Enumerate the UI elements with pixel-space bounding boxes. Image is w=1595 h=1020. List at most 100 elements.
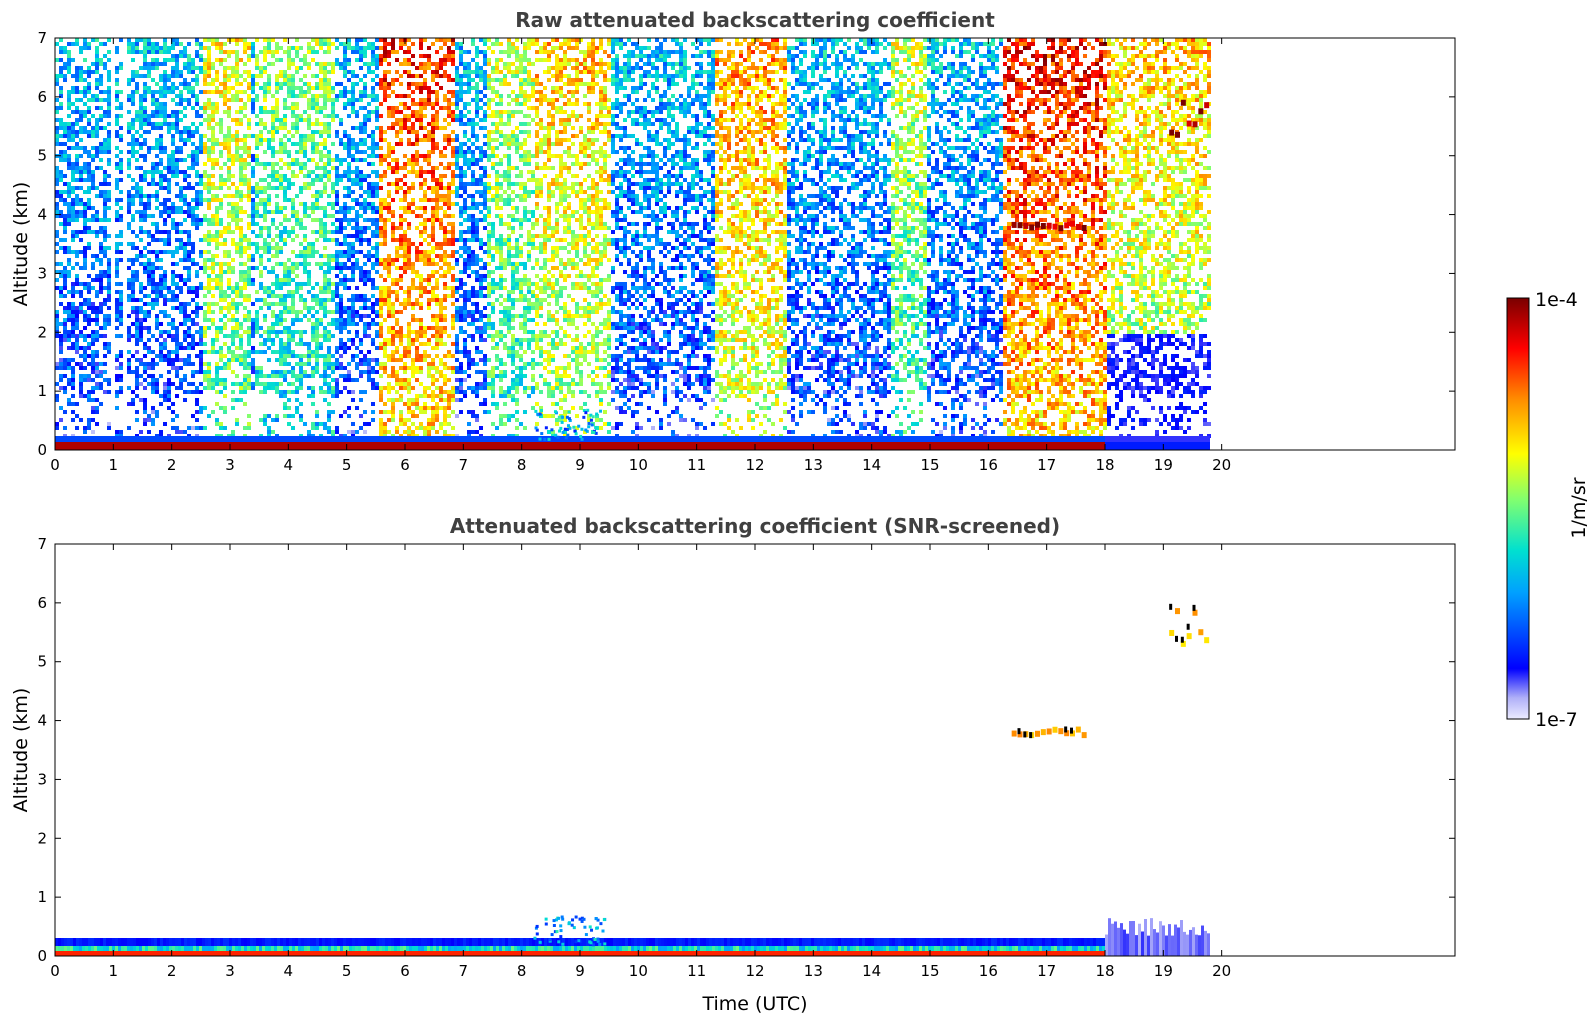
heatmap-cell (335, 350, 339, 354)
heatmap-cell (367, 154, 371, 158)
heatmap-cell (83, 178, 87, 182)
heatmap-cell (167, 354, 171, 358)
heatmap-cell (347, 138, 351, 142)
heatmap-cell (95, 130, 99, 134)
heatmap-cell (75, 66, 79, 70)
heatmap-cell (239, 338, 243, 342)
heatmap-cell (147, 182, 151, 186)
heatmap-cell (335, 262, 339, 266)
heatmap-cell (375, 114, 379, 118)
heatmap-cell (391, 170, 395, 174)
heatmap-cell (163, 42, 167, 46)
heatmap-cell (251, 78, 255, 82)
heatmap-cell (431, 118, 435, 122)
heatmap-cell (351, 354, 355, 358)
heatmap-cell (379, 146, 383, 150)
heatmap-cell (343, 42, 347, 46)
heatmap-cell (183, 186, 187, 190)
heatmap-cell (403, 290, 407, 294)
heatmap-cell (103, 178, 107, 182)
heatmap-cell (215, 334, 219, 338)
heatmap-cell (59, 194, 63, 198)
heatmap-cell (259, 138, 263, 142)
heatmap-cell (295, 222, 299, 226)
heatmap-cell (99, 374, 103, 378)
heatmap-cell (431, 74, 435, 78)
heatmap-cell (107, 94, 111, 98)
heatmap-cell (59, 126, 63, 130)
heatmap-cell (311, 146, 315, 150)
heatmap-cell (71, 402, 75, 406)
heatmap-cell (351, 106, 355, 110)
heatmap-cell (95, 374, 99, 378)
heatmap-cell (387, 62, 391, 66)
heatmap-cell (411, 102, 415, 106)
heatmap-cell (135, 338, 139, 342)
heatmap-cell (287, 162, 291, 166)
heatmap-cell (175, 298, 179, 302)
heatmap-cell (215, 238, 219, 242)
heatmap-cell (127, 282, 131, 286)
heatmap-cell (211, 410, 215, 414)
heatmap-cell (159, 110, 163, 114)
heatmap-cell (323, 286, 327, 290)
heatmap-cell (387, 202, 391, 206)
heatmap-cell (367, 334, 371, 338)
heatmap-cell (203, 330, 207, 334)
heatmap-cell (399, 358, 403, 362)
heatmap-cell (103, 202, 107, 206)
heatmap-cell (327, 286, 331, 290)
heatmap-cell (323, 210, 327, 214)
heatmap-cell (95, 210, 99, 214)
heatmap-cell (439, 62, 443, 66)
heatmap-cell (315, 62, 319, 66)
heatmap-cell (315, 150, 319, 154)
heatmap-cell (279, 330, 283, 334)
heatmap-cell (355, 286, 359, 290)
heatmap-cell (215, 262, 219, 266)
heatmap-cell (395, 282, 399, 286)
heatmap-cell (91, 366, 95, 370)
heatmap-cell (195, 370, 199, 374)
heatmap-cell (303, 226, 307, 230)
heatmap-cell (275, 382, 279, 386)
heatmap-cell (199, 366, 203, 370)
heatmap-cell (139, 218, 143, 222)
heatmap-cell (379, 366, 383, 370)
heatmap-cell (431, 410, 435, 414)
heatmap-cell (159, 90, 163, 94)
heatmap-cell (155, 170, 159, 174)
heatmap-cell (335, 174, 339, 178)
heatmap-cell (403, 298, 407, 302)
heatmap-cell (407, 346, 411, 350)
heatmap-cell (63, 198, 67, 202)
heatmap-cell (187, 230, 191, 234)
heatmap-cell (95, 78, 99, 82)
heatmap-cell (95, 82, 99, 86)
heatmap-cell (251, 154, 255, 158)
heatmap-cell (231, 382, 235, 386)
heatmap-cell (415, 102, 419, 106)
heatmap-cell (251, 278, 255, 282)
heatmap-cell (315, 142, 319, 146)
heatmap-cell (151, 222, 155, 226)
heatmap-cell (163, 58, 167, 62)
heatmap-cell (379, 46, 383, 50)
heatmap-cell (363, 358, 367, 362)
heatmap-cell (255, 206, 259, 210)
heatmap-cell (59, 118, 63, 122)
heatmap-cell (423, 354, 427, 358)
heatmap-cell (223, 314, 227, 318)
heatmap-cell (243, 182, 247, 186)
heatmap-cell (411, 414, 415, 418)
heatmap-cell (55, 174, 59, 178)
heatmap-cell (423, 170, 427, 174)
heatmap-cell (247, 266, 251, 270)
heatmap-cell (327, 386, 331, 390)
heatmap-cell (299, 150, 303, 154)
heatmap-cell (287, 166, 291, 170)
heatmap-cell (239, 182, 243, 186)
heatmap-cell (303, 58, 307, 62)
heatmap-cell (107, 314, 111, 318)
heatmap-cell (391, 402, 395, 406)
